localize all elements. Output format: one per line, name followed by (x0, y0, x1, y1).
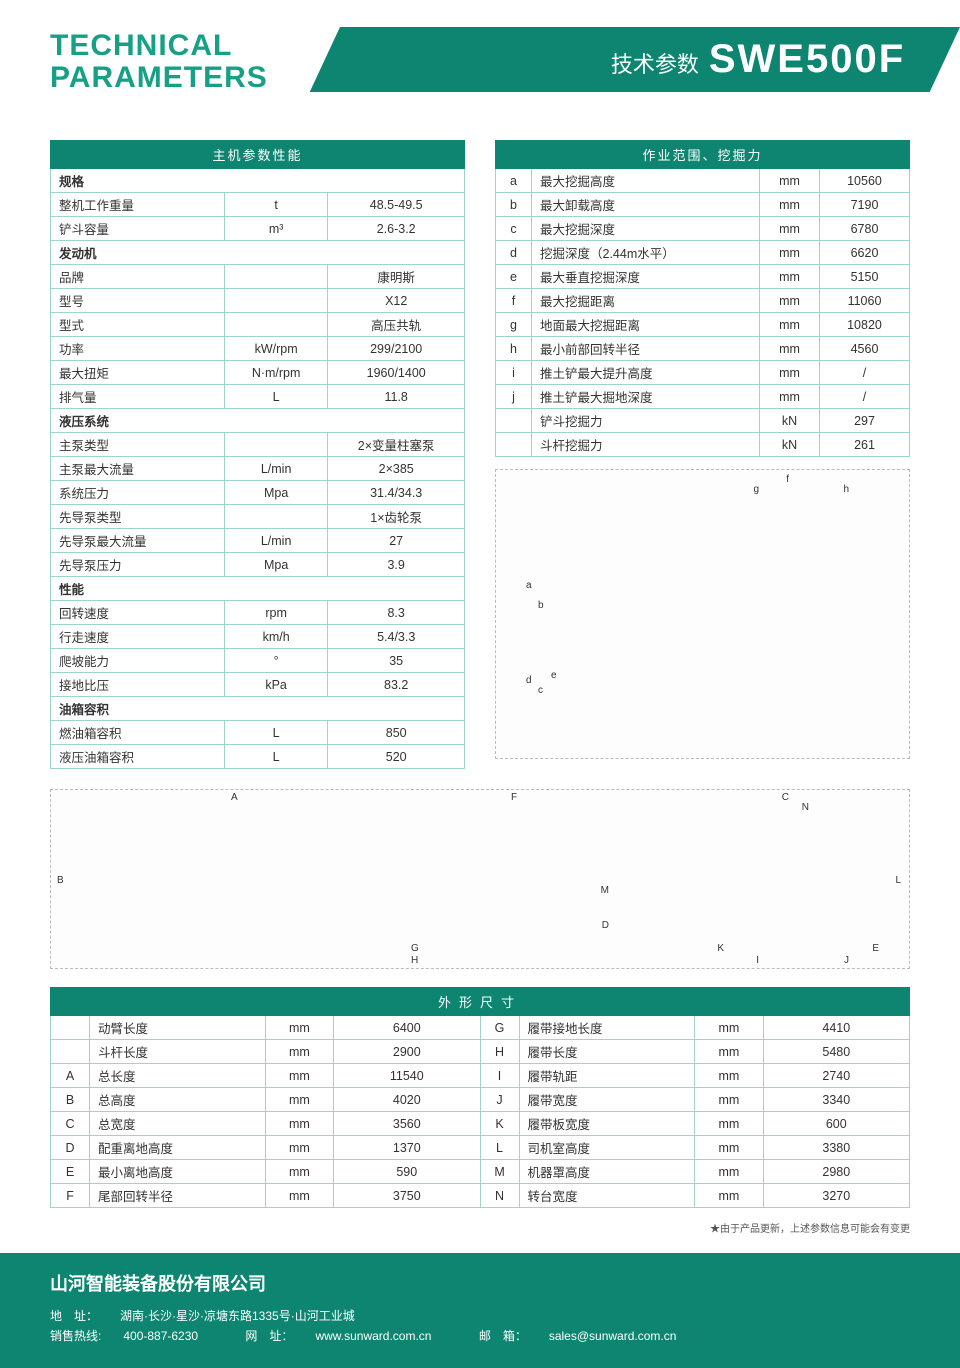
dimension-diagram: A B F M D G H C N L K E I J (50, 789, 910, 969)
table-row: 先导泵压力Mpa3.9 (51, 553, 465, 577)
web-label: 网 址： (245, 1329, 293, 1343)
table-row: e最大垂直挖掘深度mm5150 (496, 265, 910, 289)
table-row: 型式高压共轨 (51, 313, 465, 337)
table-row: i推土铲最大提升高度mm/ (496, 361, 910, 385)
section-header: 性能 (51, 577, 465, 601)
section-header: 规格 (51, 169, 465, 193)
table-row: 型号X12 (51, 289, 465, 313)
table-row: C总宽度mm3560K履带板宽度mm600 (51, 1112, 910, 1136)
header-title: TECHNICAL PARAMETERS (50, 30, 268, 93)
table-row: 主泵最大流量L/min2×385 (51, 457, 465, 481)
dimensions-table-title: 外形尺寸 (51, 988, 910, 1016)
working-range-diagram: f g h a b c d e (495, 469, 910, 759)
footer: 山河智能装备股份有限公司 地 址： 湖南·长沙·星沙·凉塘东路1335号·山河工业… (0, 1253, 960, 1368)
range-table-title: 作业范围、挖掘力 (496, 141, 910, 169)
table-row: f最大挖掘距离mm11060 (496, 289, 910, 313)
table-row: 斗杆长度mm2900H履带长度mm5480 (51, 1040, 910, 1064)
table-row: 系统压力Mpa31.4/34.3 (51, 481, 465, 505)
spec-table-title: 主机参数性能 (51, 141, 465, 169)
email-label: 邮 箱： (479, 1329, 527, 1343)
table-row: 爬坡能力°35 (51, 649, 465, 673)
web-value: www.sunward.com.cn (315, 1329, 431, 1343)
hotline-value: 400-887-6230 (123, 1329, 198, 1343)
table-row: 接地比压kPa83.2 (51, 673, 465, 697)
table-row: A总长度mm11540I履带轨距mm2740 (51, 1064, 910, 1088)
table-row: g地面最大挖掘距离mm10820 (496, 313, 910, 337)
spec-table: 主机参数性能 规格整机工作重量t48.5-49.5铲斗容量m³2.6-3.2发动… (50, 140, 465, 769)
table-row: F尾部回转半径mm3750N转台宽度mm3270 (51, 1184, 910, 1208)
table-row: 功率kW/rpm299/2100 (51, 337, 465, 361)
table-row: E最小离地高度mm590M机器罩高度mm2980 (51, 1160, 910, 1184)
section-header: 液压系统 (51, 409, 465, 433)
table-row: h最小前部回转半径mm4560 (496, 337, 910, 361)
table-row: 品牌康明斯 (51, 265, 465, 289)
range-table: 作业范围、挖掘力 a最大挖掘高度mm10560b最大卸载高度mm7190c最大挖… (495, 140, 910, 457)
addr-label: 地 址： (50, 1309, 98, 1323)
dimensions-table: 外形尺寸 动臂长度mm6400G履带接地长度mm4410斗杆长度mm2900H履… (50, 987, 910, 1208)
addr-value: 湖南·长沙·星沙·凉塘东路1335号·山河工业城 (120, 1309, 355, 1323)
table-row: 燃油箱容积L850 (51, 721, 465, 745)
table-row: 排气量L11.8 (51, 385, 465, 409)
email-value: sales@sunward.com.cn (549, 1329, 677, 1343)
table-row: 主泵类型2×变量柱塞泵 (51, 433, 465, 457)
table-row: b最大卸载高度mm7190 (496, 193, 910, 217)
header-subtitle: 技术参数 (611, 47, 699, 79)
table-row: 斗杆挖掘力kN261 (496, 433, 910, 457)
table-row: 最大扭矩N·m/rpm1960/1400 (51, 361, 465, 385)
table-row: 先导泵最大流量L/min27 (51, 529, 465, 553)
table-row: 回转速度rpm8.3 (51, 601, 465, 625)
header: TECHNICAL PARAMETERS 技术参数 SWE500F (0, 0, 960, 120)
table-row: B总高度mm4020J履带宽度mm3340 (51, 1088, 910, 1112)
table-row: D配重离地高度mm1370L司机室高度mm3380 (51, 1136, 910, 1160)
section-header: 发动机 (51, 241, 465, 265)
table-row: 先导泵类型1×齿轮泵 (51, 505, 465, 529)
footnote: ★由于产品更新，上述参数信息可能会有变更 (0, 1216, 960, 1235)
header-band: 技术参数 SWE500F (310, 27, 960, 92)
table-row: 铲斗挖掘力kN297 (496, 409, 910, 433)
table-row: c最大挖掘深度mm6780 (496, 217, 910, 241)
table-row: 动臂长度mm6400G履带接地长度mm4410 (51, 1016, 910, 1040)
table-row: 整机工作重量t48.5-49.5 (51, 193, 465, 217)
section-header: 油箱容积 (51, 697, 465, 721)
table-row: 铲斗容量m³2.6-3.2 (51, 217, 465, 241)
table-row: 行走速度km/h5.4/3.3 (51, 625, 465, 649)
company-name: 山河智能装备股份有限公司 (50, 1269, 910, 1300)
title-line-2: PARAMETERS (50, 62, 268, 94)
hotline-label: 销售热线: (50, 1329, 101, 1343)
table-row: a最大挖掘高度mm10560 (496, 169, 910, 193)
header-model: SWE500F (709, 37, 905, 82)
title-line-1: TECHNICAL (50, 30, 268, 62)
table-row: j推土铲最大掘地深度mm/ (496, 385, 910, 409)
table-row: d挖掘深度（2.44m水平）mm6620 (496, 241, 910, 265)
table-row: 液压油箱容积L520 (51, 745, 465, 769)
